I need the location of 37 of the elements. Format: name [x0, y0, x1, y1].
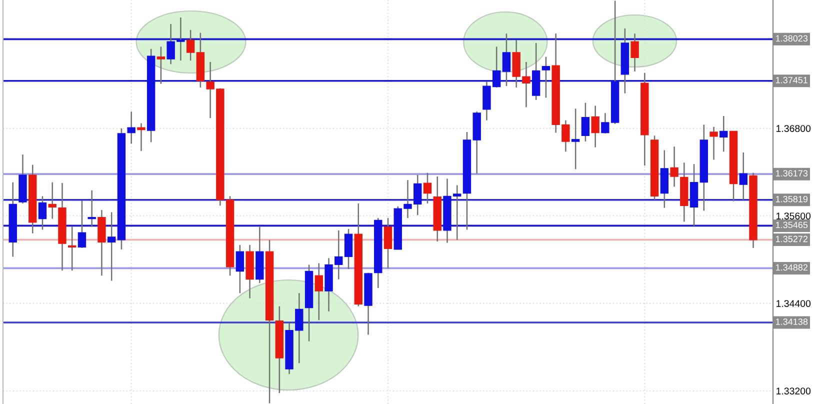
candlestick — [591, 105, 600, 148]
candlestick — [344, 228, 353, 270]
candlestick — [186, 29, 195, 62]
candlestick — [710, 126, 718, 160]
ref-line-label: 1.34138 — [776, 318, 808, 325]
candlestick — [739, 152, 748, 200]
candlestick — [156, 46, 166, 84]
candlestick — [127, 110, 136, 144]
candlestick — [48, 182, 56, 220]
ref-line-label: 1.37451 — [776, 76, 808, 84]
candlestick — [423, 172, 432, 204]
candlestick — [137, 122, 146, 152]
candlestick — [542, 56, 550, 98]
candlestick — [78, 200, 86, 249]
y-tick-label: 1.33200 — [776, 388, 811, 394]
candlestick — [630, 32, 639, 72]
candlestick — [720, 115, 728, 152]
candlestick — [581, 102, 590, 142]
ref-line-label: 1.35272 — [776, 236, 808, 242]
candlestick — [38, 196, 47, 230]
candlestick — [68, 226, 76, 272]
ref-line-label: 1.38023 — [776, 35, 808, 42]
candlestick — [107, 212, 116, 282]
ref-line-label: 1.34882 — [776, 264, 808, 271]
candlestick — [670, 146, 678, 188]
y-tick-label: 1.35600 — [776, 212, 811, 220]
y-tick-label: 1.36800 — [776, 125, 811, 132]
candlestick — [88, 190, 96, 228]
ref-line-label: 1.35819 — [776, 196, 808, 202]
candlestick — [571, 108, 580, 170]
candlestick — [314, 262, 323, 321]
candlestick — [236, 244, 244, 294]
candlestick — [502, 32, 511, 87]
candlestick — [384, 217, 392, 269]
y-tick-label: 1.34400 — [776, 300, 811, 307]
ref-line-label: 1.36173 — [776, 170, 808, 176]
ref-line-label: 1.35465 — [776, 222, 808, 228]
